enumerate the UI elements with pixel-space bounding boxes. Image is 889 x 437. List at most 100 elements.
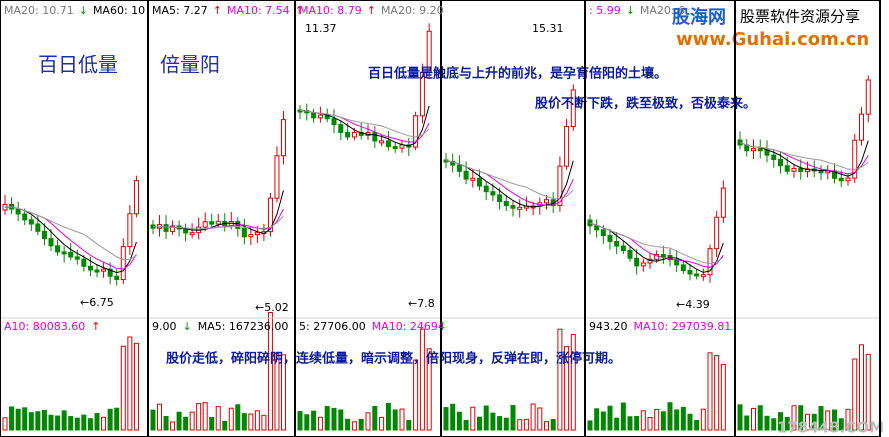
candle [757, 148, 763, 152]
volume-bar [832, 409, 837, 431]
candle [74, 256, 80, 260]
logo-name: 股海网 [671, 6, 726, 28]
volume-bar [497, 416, 503, 431]
high-price: 15.31 [532, 22, 564, 35]
volume-header-value: A10: 80083.60 [4, 320, 85, 333]
volume-bar [627, 416, 633, 431]
volume-bar [254, 410, 260, 431]
logo-slogan: 股票软件资源分享 [740, 8, 860, 25]
moving-average [589, 222, 724, 273]
volume-bar [22, 407, 28, 431]
volume-bar [818, 406, 824, 431]
candle [419, 71, 425, 117]
volume-bar [607, 405, 613, 431]
candle [791, 167, 797, 172]
candle [87, 265, 93, 271]
header-value: : 5.99 [589, 4, 621, 17]
volume-bar [241, 413, 247, 431]
low-price: ←5.02 [255, 301, 289, 314]
candle [751, 148, 756, 152]
candle [620, 245, 626, 251]
header-value: MA60: 10 [93, 4, 145, 17]
candle [338, 124, 344, 133]
candle [120, 246, 126, 281]
volume-bar [852, 358, 858, 431]
volume-bar [557, 328, 563, 431]
candle [845, 177, 851, 182]
candle [372, 132, 378, 142]
volume-bar [838, 418, 844, 431]
candle [865, 79, 871, 115]
candle [654, 254, 660, 260]
volume-bar [202, 402, 208, 431]
note: 股价走低，碎阳碎阴，连续低量，暗示调整，倍阳现身，反弹在即，涨停可期。 [166, 351, 621, 367]
volume-bar [372, 406, 378, 431]
candle [544, 199, 549, 204]
volume-bar [737, 404, 743, 431]
volume-bar [61, 410, 67, 431]
volume-bar [215, 406, 221, 431]
candle [351, 132, 357, 138]
note: 百日低量是触底与上升的前兆，是孕育倍阳的土壤。 [368, 66, 667, 82]
volume-bar [311, 410, 317, 431]
candle [68, 251, 74, 258]
volume-bar [379, 416, 385, 431]
volume-bar [456, 411, 462, 431]
header-value: MA20: 6. [640, 4, 689, 17]
volume-bar [163, 415, 169, 431]
candle [627, 249, 633, 259]
volume-bar [406, 419, 412, 431]
volume-bar [503, 417, 509, 431]
header-value: MA20: 9.20 [381, 4, 444, 17]
candle [714, 216, 720, 250]
volume-bar [358, 418, 364, 431]
candle [426, 30, 432, 73]
note: 股价不断下跌，跌至极致，否极泰来。 [535, 96, 756, 112]
volume-bar [189, 411, 195, 431]
volume-bar [426, 348, 432, 431]
volume-bar [634, 415, 640, 431]
candle [202, 221, 208, 228]
volume-bar [523, 418, 529, 431]
volume-header-value: 943.20 [589, 320, 628, 333]
volume-bar [714, 355, 720, 431]
header-value: ↓ [79, 4, 88, 17]
label: 百日低量 [38, 53, 118, 77]
candle [778, 159, 783, 167]
low-price: ←6.75 [80, 296, 114, 309]
candle [241, 227, 247, 238]
volume-bar [570, 333, 576, 431]
candle [859, 113, 864, 141]
volume-bar [87, 418, 93, 431]
volume-bar [222, 420, 228, 431]
volume-bar [707, 352, 713, 431]
volume-bar [297, 411, 303, 431]
volume-header-value: MA10: 297039.81 [634, 320, 732, 333]
candle [818, 170, 824, 174]
label: 倍量阳 [160, 53, 220, 77]
volume-bar [81, 414, 87, 431]
header-value: ↑ [213, 4, 222, 17]
candle [280, 119, 286, 157]
candle [385, 140, 391, 148]
volume-bar [235, 404, 241, 431]
volume-header-value: MA10: 24694 [372, 320, 445, 333]
volume-bar [764, 415, 770, 431]
candle [510, 205, 516, 209]
candle [450, 160, 456, 166]
candle [41, 230, 47, 240]
candle [35, 223, 41, 232]
candle [687, 270, 693, 275]
candle [600, 229, 606, 237]
volume-bar [413, 359, 419, 431]
volume-bar [811, 413, 817, 431]
low-price: ←7.8 [408, 297, 435, 310]
header-value: MA20: 10.71 [4, 4, 74, 17]
volume-bar [845, 408, 851, 431]
volume-bar [385, 402, 391, 431]
volume-bar [68, 416, 74, 431]
volume-bar [41, 409, 47, 431]
volume-bar [176, 411, 182, 431]
volume-bar [304, 414, 310, 431]
candle [771, 154, 777, 161]
